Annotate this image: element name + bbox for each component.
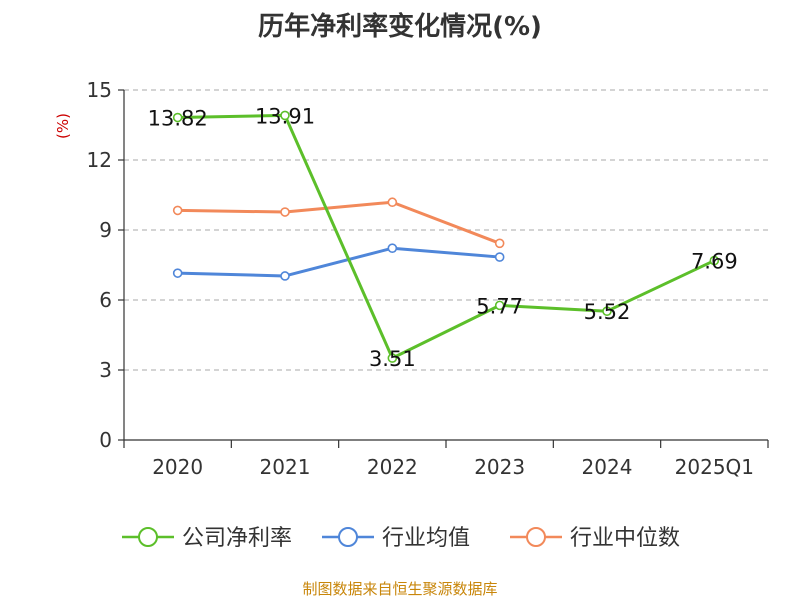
data-point xyxy=(494,300,505,311)
data-labels: 13.82 13.91 3.51 5.77 5.52 7.69 xyxy=(148,104,738,371)
legend: 公司净利率 行业均值 行业中位数 xyxy=(122,526,680,551)
data-label: 5.52 xyxy=(584,300,631,324)
x-tick-label: 2020 xyxy=(152,455,203,479)
legend-marker xyxy=(526,527,546,547)
data-label: 13.91 xyxy=(255,104,315,128)
data-point xyxy=(387,353,398,363)
legend-label: 公司净利率 xyxy=(182,526,292,551)
data-point xyxy=(172,268,183,278)
data-point xyxy=(280,110,290,121)
data-point xyxy=(494,238,505,249)
y-axis-label: (%) xyxy=(54,113,72,139)
data-label: 13.82 xyxy=(148,107,208,131)
data-point xyxy=(280,271,290,281)
y-tick-label: 15 xyxy=(87,78,112,102)
y-tick-label: 3 xyxy=(99,358,112,382)
x-tick-label: 2022 xyxy=(367,455,418,479)
series-line xyxy=(177,113,715,360)
axes: 0 3 6 9 12 15 (%) 2020 2021 2022 2023 2024 2025Q1 xyxy=(54,78,769,479)
grid-lines xyxy=(124,89,768,371)
legend-marker xyxy=(138,527,158,547)
data-point xyxy=(280,207,290,217)
x-tick-label: 2024 xyxy=(582,455,633,479)
series-line xyxy=(177,200,501,245)
data-point xyxy=(172,205,183,216)
x-tick-label: 2021 xyxy=(260,455,311,479)
series-line xyxy=(177,246,500,278)
source-note: 制图数据来自恒生聚源数据库 xyxy=(302,580,498,598)
x-tick-label: 2025Q1 xyxy=(675,455,754,479)
data-point xyxy=(709,255,720,266)
y-tick-label: 9 xyxy=(99,218,112,242)
data-label: 7.69 xyxy=(691,250,738,274)
data-point xyxy=(172,112,183,123)
series-layer xyxy=(172,110,720,363)
legend-marker xyxy=(338,527,358,547)
y-tick-label: 0 xyxy=(99,428,112,452)
data-label: 3.51 xyxy=(369,347,416,371)
data-point xyxy=(387,197,398,208)
y-tick-label: 6 xyxy=(99,288,112,312)
legend-label: 行业均值 xyxy=(382,526,470,551)
legend-label: 行业中位数 xyxy=(570,526,680,551)
x-tick-label: 2023 xyxy=(474,455,525,479)
chart-title: 历年净利率变化情况(%) xyxy=(258,12,542,42)
y-tick-label: 12 xyxy=(87,148,112,172)
data-point xyxy=(602,306,612,317)
data-point xyxy=(387,243,398,253)
data-point xyxy=(494,252,505,262)
data-label: 5.77 xyxy=(476,294,523,318)
